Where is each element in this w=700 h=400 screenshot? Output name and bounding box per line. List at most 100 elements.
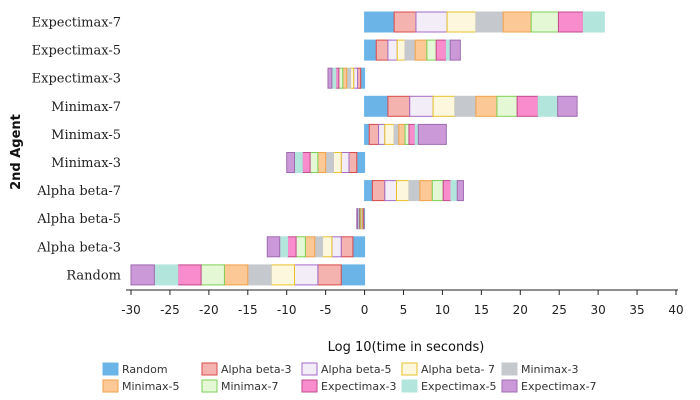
bar-minimax-3-minimax-5 [317, 152, 327, 173]
bar-alpha-beta-3-minimax-3 [314, 236, 324, 258]
bar-minimax-5-minimax-5 [398, 123, 406, 145]
category-label: Minimax-5 [51, 128, 121, 143]
bar-minimax-3-expectimax-7 [286, 152, 295, 173]
bar-expectimax-7-minimax-7 [530, 11, 559, 33]
legend-swatch-expectimax-3 [301, 379, 318, 393]
bar-minimax-3-alpha-beta-3 [348, 152, 358, 173]
bar-random-alpha-beta-7 [270, 264, 296, 286]
bar-expectimax-3-minimax-3 [346, 67, 352, 89]
bar-expectimax-7-minimax-3 [475, 11, 504, 33]
bar-expectimax-5-minimax-3 [404, 39, 416, 61]
bar-minimax-3-alpha-beta-7 [332, 152, 342, 173]
bar-expectimax-5-random [364, 39, 377, 61]
bar-alpha-beta-7-expectimax-7 [456, 180, 464, 202]
legend-label-minimax-5: Minimax-5 [122, 380, 180, 393]
bar-random-expectimax-7 [130, 264, 155, 286]
bar-minimax-7-expectimax-7 [557, 95, 578, 117]
category-label: Alpha beta-3 [36, 240, 121, 255]
x-tick-label: 30 [590, 303, 605, 317]
legend-swatch-expectimax-5 [401, 379, 418, 393]
category-label: Alpha beta-5 [36, 212, 121, 227]
bar-alpha-beta-3-alpha-beta-3 [340, 236, 354, 258]
bar-random-random [340, 264, 366, 286]
legend-swatch-minimax-3 [501, 362, 518, 376]
bar-expectimax-3-expectimax-5 [331, 67, 337, 89]
bar-random-expectimax-5 [153, 264, 179, 286]
bar-random-minimax-5 [223, 264, 249, 286]
x-tick-label: -15 [238, 303, 258, 317]
bar-minimax-7-alpha-beta-5 [409, 95, 434, 117]
x-axis-title: Log 10(time in seconds) [328, 340, 485, 355]
category-label: Expectimax-3 [32, 72, 121, 87]
legend-label-expectimax-7: Expectimax-7 [521, 380, 597, 393]
bar-expectimax-7-alpha-beta-3 [393, 11, 417, 33]
y-axis-title: 2nd Agent [9, 114, 24, 190]
bar-minimax-3-minimax-3 [325, 152, 334, 173]
bar-expectimax-7-alpha-beta-7 [446, 11, 477, 33]
bar-expectimax-5-minimax-7 [426, 39, 437, 61]
category-label: Minimax-7 [51, 100, 121, 115]
bar-minimax-3-expectimax-5 [294, 152, 303, 173]
x-tick-label: -20 [199, 303, 219, 317]
bar-alpha-beta-3-random [352, 236, 366, 258]
bar-alpha-beta-3-expectimax-5 [279, 236, 288, 258]
bar-minimax-3-alpha-beta-5 [340, 152, 350, 173]
bar-minimax-5-minimax-7 [404, 123, 410, 145]
bar-alpha-beta-7-minimax-7 [431, 180, 444, 202]
legend-swatch-random [102, 362, 119, 376]
bar-expectimax-7-expectimax-3 [557, 11, 584, 33]
x-tick-label: 5 [400, 303, 408, 317]
bar-expectimax-5-alpha-beta-5 [387, 39, 398, 61]
legend: Random Alpha beta-3 Alpha beta-5 Alpha beta… [102, 362, 597, 393]
legend-label-expectimax-3: Expectimax-3 [321, 380, 397, 393]
bar-expectimax-3-expectimax-7 [327, 67, 333, 89]
bar-alpha-beta-7-expectimax-3 [442, 180, 452, 202]
bar-expectimax-7-alpha-beta-5 [415, 11, 448, 33]
legend-swatch-minimax-5 [102, 379, 119, 393]
bar-expectimax-3-minimax-5 [342, 67, 348, 89]
legend-label-alpha-beta-3: Alpha beta-3 [221, 363, 292, 376]
legend-swatch-alpha-beta-3 [201, 362, 218, 376]
bar-minimax-3-expectimax-3 [301, 152, 311, 173]
legend-swatch-alpha-beta-7 [401, 362, 418, 376]
x-tick-label: 15 [474, 303, 489, 317]
x-tick-label: 25 [552, 303, 567, 317]
bar-minimax-5-alpha-beta-5 [378, 123, 386, 145]
bar-expectimax-5-alpha-beta-3 [375, 39, 389, 61]
x-tick-label: 10 [435, 303, 450, 317]
bar-minimax-7-expectimax-5 [537, 95, 559, 117]
bar-alpha-beta-5-expectimax-7 [356, 208, 359, 230]
category-label: Alpha beta-7 [36, 184, 121, 199]
bar-alpha-beta-7-random [364, 180, 373, 202]
bar-alpha-beta-7-alpha-beta-5 [384, 180, 397, 202]
bar-minimax-7-minimax-5 [475, 95, 498, 117]
legend-label-minimax-3: Minimax-3 [521, 363, 579, 376]
bar-minimax-3-minimax-7 [309, 152, 319, 173]
legend-label-alpha-beta-7: Alpha beta- 7 [421, 363, 495, 376]
category-label: Expectimax-7 [32, 16, 121, 31]
bar-expectimax-5-expectimax-3 [435, 39, 447, 61]
bar-alpha-beta-3-expectimax-7 [266, 236, 281, 258]
bar-minimax-7-alpha-beta-7 [432, 95, 456, 117]
legend-swatch-minimax-7 [201, 379, 218, 393]
bar-expectimax-5-expectimax-5 [445, 39, 451, 61]
bars-layer [130, 11, 605, 286]
x-tick-label: -10 [277, 303, 297, 317]
bar-minimax-5-alpha-beta-3 [368, 123, 380, 145]
legend-label-minimax-7: Minimax-7 [221, 380, 279, 393]
bar-minimax-7-minimax-3 [454, 95, 477, 117]
category-label: Random [66, 268, 121, 283]
bar-expectimax-5-minimax-5 [414, 39, 428, 61]
x-tick-label: -25 [160, 303, 180, 317]
bar-minimax-7-random [364, 95, 389, 117]
bar-alpha-beta-7-expectimax-5 [450, 180, 458, 202]
bar-minimax-5-alpha-beta-7 [384, 123, 395, 145]
bar-alpha-beta-7-alpha-beta-3 [371, 180, 386, 202]
legend-swatch-expectimax-7 [501, 379, 518, 393]
bar-expectimax-7-expectimax-5 [582, 11, 605, 33]
bar-minimax-5-expectimax-3 [408, 123, 416, 145]
bar-expectimax-3-random [360, 67, 366, 89]
bar-random-alpha-beta-5 [294, 264, 319, 286]
bar-alpha-beta-7-alpha-beta-7 [395, 180, 410, 202]
